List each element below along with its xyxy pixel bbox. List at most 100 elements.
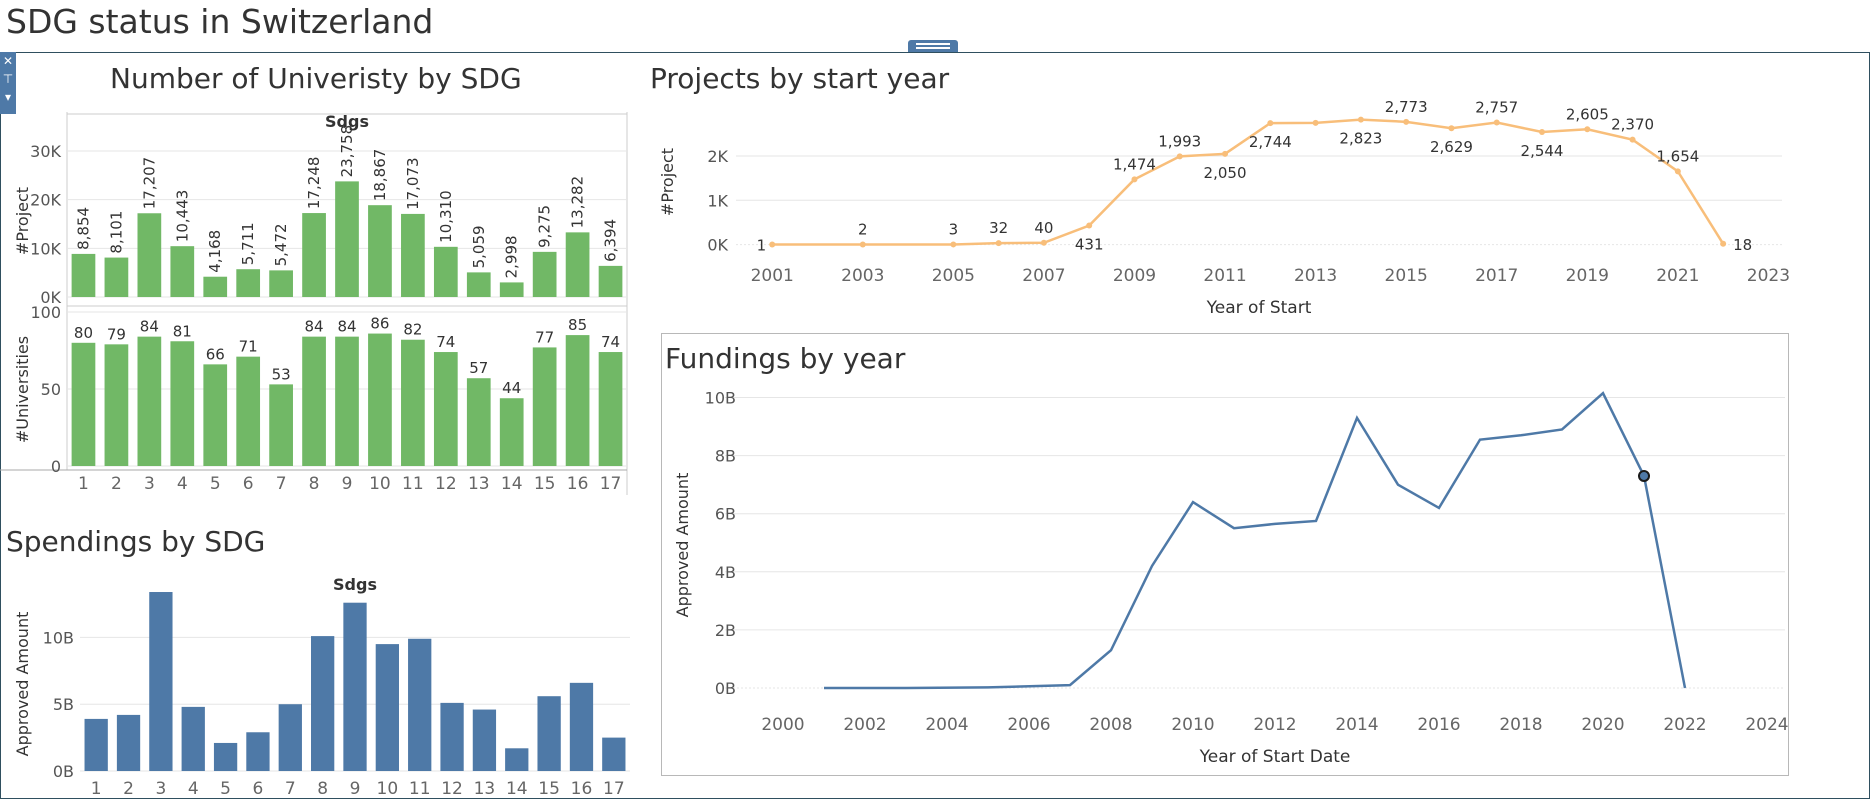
bar	[440, 702, 464, 771]
bar	[236, 356, 261, 466]
data-label: 2,773	[1385, 98, 1428, 116]
x-tick-label: 6	[253, 779, 264, 799]
data-label: 23,758	[338, 125, 356, 178]
x-tick-label: 2023	[1747, 266, 1790, 286]
x-tick-label: 2015	[1385, 266, 1428, 286]
x-tick-label: 8	[317, 779, 328, 799]
bar	[433, 246, 458, 297]
data-label: 74	[436, 333, 455, 351]
y-axis-title: #Project	[658, 148, 677, 216]
x-tick-label: 15	[534, 474, 556, 494]
bar	[236, 269, 261, 297]
x-tick-label: 2007	[1022, 266, 1065, 286]
bar	[71, 253, 96, 297]
bar	[246, 732, 270, 771]
x-tick-label: 3	[155, 779, 166, 799]
data-label: 8,101	[107, 211, 125, 254]
y-axis-title: #Project	[13, 187, 32, 255]
data-point	[1176, 153, 1183, 160]
bar	[466, 272, 491, 297]
data-label: 17,207	[140, 157, 158, 210]
bar	[335, 336, 359, 466]
x-tick-label: 17	[603, 779, 625, 799]
bar	[170, 341, 195, 466]
bar	[499, 398, 524, 466]
data-label: 44	[502, 379, 521, 397]
data-label: 10,443	[173, 190, 191, 243]
data-point	[1720, 240, 1727, 247]
x-tick-label: 2002	[843, 715, 886, 735]
x-tick-label: 4	[177, 474, 188, 494]
data-label: 5,472	[272, 223, 290, 266]
y-tick-label: 10B	[43, 628, 74, 647]
y-axis-title: #Universities	[13, 336, 32, 443]
x-tick-label: 2019	[1566, 266, 1609, 286]
y-tick-label: 0K	[707, 236, 728, 255]
data-point	[1539, 128, 1546, 135]
bar	[368, 205, 392, 297]
object-toolbar[interactable]: ✕ ⊤ ▾	[0, 52, 16, 114]
data-label: 71	[239, 338, 258, 356]
data-label: 2,050	[1204, 164, 1247, 182]
bar	[532, 251, 557, 297]
x-axis-title-sdgs: Sdgs	[333, 575, 377, 594]
data-label: 5,711	[239, 222, 257, 265]
x-tick-label: 1	[78, 474, 89, 494]
x-tick-label: 15	[538, 779, 560, 799]
data-label: 6,394	[602, 219, 620, 262]
data-label: 2,370	[1611, 116, 1654, 134]
bar	[466, 378, 491, 466]
data-point	[1312, 119, 1319, 126]
data-label: 9,275	[536, 205, 554, 248]
bar	[203, 364, 228, 466]
data-label: 8,854	[74, 207, 92, 250]
x-tick-label: 9	[350, 779, 361, 799]
pin-icon[interactable]: ⊤	[2, 72, 14, 86]
y-tick-label: 4B	[715, 563, 736, 582]
bar	[401, 339, 425, 466]
x-tick-label: 3	[144, 474, 155, 494]
x-tick-label: 2004	[925, 715, 968, 735]
data-label: 17,248	[305, 157, 323, 210]
data-point	[859, 241, 866, 248]
series-line	[824, 391, 1687, 690]
data-label: 74	[601, 333, 620, 351]
y-tick-label: 20K	[30, 191, 61, 210]
data-label: 80	[74, 324, 93, 342]
x-tick-label: 12	[441, 779, 463, 799]
data-label: 2,998	[503, 235, 521, 278]
panel-title-projects: Projects by start year	[650, 62, 950, 95]
data-label: 77	[535, 328, 554, 346]
data-label: 4,168	[206, 230, 224, 273]
x-tick-label: 13	[474, 779, 496, 799]
data-label: 81	[173, 322, 192, 340]
data-label: 2,629	[1430, 138, 1473, 156]
y-tick-label: 100	[30, 303, 61, 322]
panel-title-universities: Number of Univeristy by SDG	[110, 62, 522, 95]
x-tick-label: 2013	[1294, 266, 1337, 286]
data-label: 17,073	[404, 157, 422, 210]
data-point	[1629, 136, 1636, 143]
bar	[401, 213, 425, 297]
x-tick-label: 4	[188, 779, 199, 799]
data-point	[1357, 116, 1364, 123]
data-label: 1,993	[1158, 132, 1201, 150]
series-line	[772, 118, 1725, 246]
drag-handle-icon[interactable]	[908, 40, 958, 52]
data-label: 13,282	[569, 176, 587, 229]
x-tick-label: 2005	[932, 266, 975, 286]
x-tick-label: 17	[600, 474, 622, 494]
data-point	[1131, 176, 1138, 183]
data-label: 85	[568, 316, 587, 334]
x-tick-label: 5	[210, 474, 221, 494]
bar	[302, 336, 326, 466]
data-label: 2,744	[1249, 133, 1292, 151]
data-point	[1267, 120, 1274, 127]
dashboard-container	[0, 52, 1870, 799]
data-label: 1,654	[1656, 147, 1699, 165]
close-icon[interactable]: ✕	[2, 54, 14, 68]
dropdown-arrow-icon[interactable]: ▾	[4, 90, 12, 104]
data-label: 40	[1034, 219, 1053, 237]
bar	[433, 352, 458, 466]
